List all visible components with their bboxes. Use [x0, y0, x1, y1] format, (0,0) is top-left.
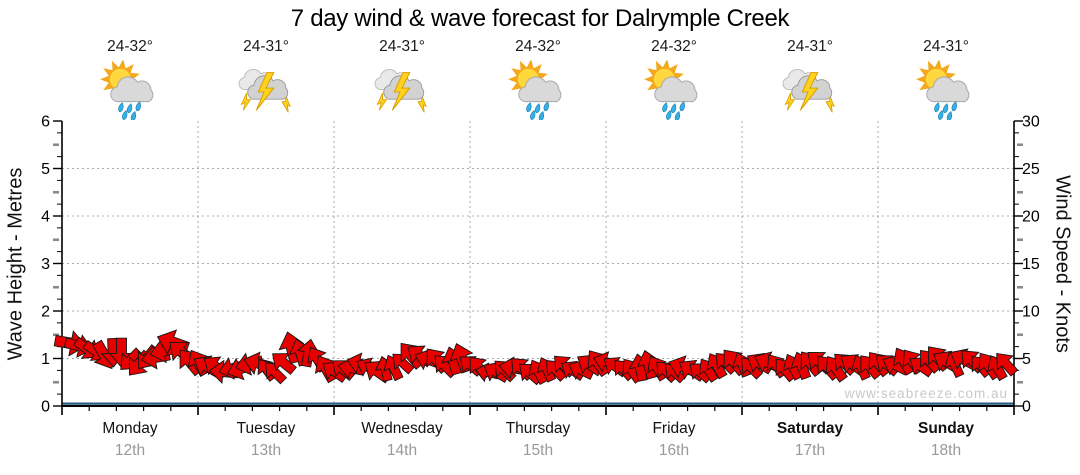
svg-text:20: 20 — [1022, 209, 1040, 226]
temperature-range: 24-31° — [787, 38, 833, 55]
day-label-thursday: Thursday 15th — [470, 420, 606, 460]
day-column-wednesday: 24-31° — [334, 38, 470, 118]
svg-text:30: 30 — [1022, 114, 1040, 131]
weather-icon-slot — [606, 59, 742, 121]
day-name: Sunday — [918, 420, 974, 437]
weather-icon-slot — [334, 60, 470, 118]
day-date: 14th — [386, 442, 418, 459]
day-column-friday: 24-32° — [606, 38, 742, 121]
day-column-sunday: 24-31° — [878, 38, 1014, 121]
svg-text:6: 6 — [41, 114, 50, 131]
day-column-tuesday: 24-31° — [198, 38, 334, 118]
sun-cloud-showers-icon — [100, 59, 154, 121]
day-column-saturday: 24-31° — [742, 38, 878, 118]
weather-icon-slot — [742, 60, 878, 118]
temperature-range: 24-31° — [379, 38, 425, 55]
day-date: 12th — [114, 442, 146, 459]
weather-icon-slot — [198, 60, 334, 118]
day-name: Saturday — [776, 420, 844, 437]
thunderstorm-icon — [374, 68, 427, 113]
svg-text:5: 5 — [41, 161, 50, 178]
day-date: 13th — [250, 442, 282, 459]
day-column-thursday: 24-32° — [470, 38, 606, 121]
day-date: 17th — [794, 442, 826, 459]
sun-cloud-showers-icon — [644, 59, 698, 121]
temperature-range: 24-31° — [923, 38, 969, 55]
day-name: Tuesday — [236, 420, 296, 437]
watermark: www.seabreeze.com.au — [844, 386, 1008, 401]
sun-cloud-showers-icon — [508, 59, 562, 121]
day-name: Friday — [652, 420, 696, 437]
day-date: 18th — [930, 442, 962, 459]
svg-text:25: 25 — [1022, 161, 1040, 178]
weather-icon-slot — [470, 59, 606, 121]
day-date: 15th — [522, 442, 554, 459]
thunderstorm-icon — [238, 68, 291, 113]
right-axis-label: Wind Speed - Knots — [1051, 175, 1074, 353]
day-label-wednesday: Wednesday 14th — [334, 420, 470, 460]
temperature-range: 24-31° — [243, 38, 289, 55]
day-name: Wednesday — [361, 420, 443, 437]
day-label-saturday: Saturday 17th — [742, 420, 878, 460]
thunderstorm-icon — [782, 68, 835, 113]
day-name: Thursday — [505, 420, 571, 437]
svg-text:5: 5 — [1022, 351, 1031, 368]
day-label-sunday: Sunday 18th — [878, 420, 1014, 460]
svg-text:15: 15 — [1022, 256, 1040, 273]
weather-icon-slot — [878, 59, 1014, 121]
svg-text:1: 1 — [41, 351, 50, 368]
day-label-tuesday: Tuesday 13th — [198, 420, 334, 460]
day-label-monday: Monday 12th — [62, 420, 198, 460]
temperature-range: 24-32° — [515, 38, 561, 55]
day-label-friday: Friday 16th — [606, 420, 742, 460]
left-axis-label: Wave Height - Metres — [4, 167, 27, 361]
svg-text:10: 10 — [1022, 304, 1040, 321]
chart-title: 7 day wind & wave forecast for Dalrymple… — [290, 5, 790, 32]
weather-icon-slot — [62, 59, 198, 121]
svg-text:3: 3 — [41, 256, 50, 273]
svg-text:4: 4 — [41, 209, 50, 226]
day-date: 16th — [658, 442, 690, 459]
svg-text:2: 2 — [41, 304, 50, 321]
svg-text:0: 0 — [41, 399, 50, 416]
day-column-monday: 24-32° — [62, 38, 198, 121]
temperature-range: 24-32° — [107, 38, 153, 55]
day-name: Monday — [102, 420, 158, 437]
sun-cloud-showers-icon — [916, 59, 970, 121]
svg-text:0: 0 — [1022, 399, 1031, 416]
temperature-range: 24-32° — [651, 38, 697, 55]
